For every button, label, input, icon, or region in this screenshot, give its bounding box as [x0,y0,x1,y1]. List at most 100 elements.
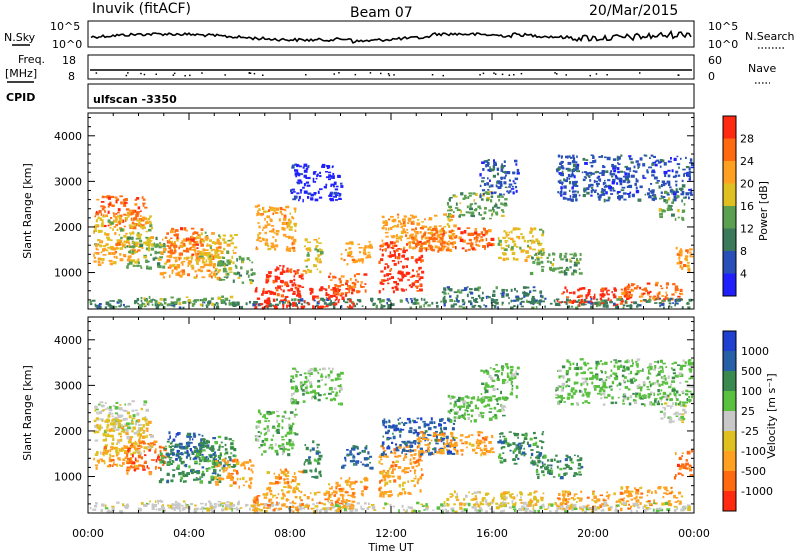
scatter-cell [382,299,385,302]
scatter-cell [123,410,126,412]
scatter-cell [229,300,231,302]
scatter-cell [360,481,363,483]
scatter-cell [221,251,223,254]
scatter-cell [681,217,683,220]
scatter-cell [331,492,333,494]
scatter-cell [640,157,643,160]
nave-dot [596,73,598,75]
scatter-cell [553,258,555,261]
scatter-cell [94,406,98,409]
scatter-cell [474,209,477,211]
scatter-cell [103,455,105,457]
scatter-cell [293,250,296,253]
scatter-cell [282,426,284,429]
scatter-cell [640,300,643,302]
scatter-cell [502,292,505,295]
scatter-cell [637,285,639,288]
scatter-cell [328,174,331,177]
scatter-cell [513,257,515,260]
scatter-cell [496,207,500,209]
scatter-cell [287,475,290,477]
scatter-cell [387,245,390,248]
scatter-cell [384,248,386,250]
scatter-cell [380,307,383,309]
scatter-cell [193,248,195,251]
scatter-cell [210,247,212,249]
scatter-cell [492,294,496,297]
scatter-cell [416,222,420,225]
scatter-cell [288,236,291,239]
scatter-cell [132,231,134,234]
scatter-cell [559,271,562,273]
scatter-cell [397,217,399,219]
scatter-cell [138,261,140,264]
scatter-cell [556,299,560,301]
scatter-cell [228,267,232,271]
scatter-cell [549,269,553,271]
scatter-cell [459,214,462,216]
scatter-cell [410,462,412,464]
scatter-cell [286,246,288,248]
scatter-cell [345,249,347,251]
scatter-cell [606,305,609,308]
scatter-cell [120,301,123,303]
scatter-cell [361,258,364,261]
scatter-cell [162,464,164,466]
scatter-cell [305,271,307,274]
scatter-cell [125,233,127,235]
scatter-cell [431,229,434,231]
scatter-cell [628,288,630,290]
scatter-cell [146,409,150,412]
scatter-cell [243,465,245,467]
nave-dot [140,73,142,75]
scatter-cell [449,198,451,201]
scatter-cell [137,224,140,226]
scatter-cell [398,419,400,421]
scatter-cell [522,236,525,239]
power-colorbar-tick: 24 [740,155,754,168]
scatter-cell [573,157,575,160]
scatter-cell [132,418,136,420]
scatter-cell [475,241,477,244]
scatter-cell [346,449,349,451]
scatter-cell [157,456,160,459]
power-colorbar-tick: 16 [740,200,754,213]
scatter-cell [636,187,638,190]
scatter-cell [438,449,440,451]
scatter-cell [345,458,347,461]
power-colorbar-label: Power [dB] [757,181,770,241]
scatter-cell [674,198,677,202]
scatter-cell [605,182,607,184]
scatter-cell [682,180,684,182]
scatter-cell [432,448,435,450]
nave-dot [224,74,226,76]
scatter-cell [315,199,319,202]
scatter-cell [457,295,459,298]
scatter-cell [237,478,239,481]
scatter-cell [170,442,173,444]
scatter-cell [447,286,450,288]
scatter-cell [400,271,404,275]
scatter-cell [145,237,148,239]
scatter-cell [327,294,330,296]
scatter-cell [467,227,471,229]
scatter-cell [109,429,113,432]
scatter-cell [388,219,390,221]
scatter-cell [95,440,98,442]
scatter-cell [469,208,473,211]
scatter-cell [659,213,663,216]
scatter-cell [378,261,380,264]
scatter-cell [420,417,422,420]
scatter-cell [155,300,158,304]
scatter-cell [459,202,461,204]
scatter-cell [642,163,645,166]
scatter-cell [502,436,505,438]
scatter-cell [138,419,141,422]
scatter-cell [521,301,525,303]
scatter-cell [134,224,137,227]
scatter-cell [123,204,126,207]
scatter-cell [690,256,694,258]
scatter-cell [284,299,287,301]
scatter-cell [277,286,279,289]
